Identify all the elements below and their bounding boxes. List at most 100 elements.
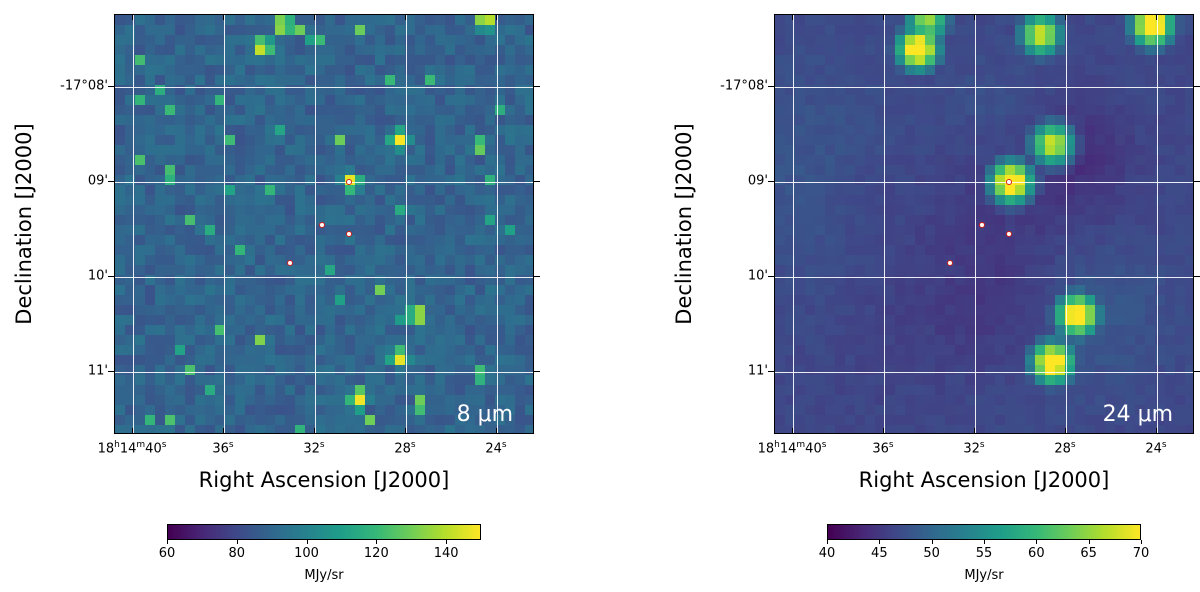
grid-line-dec bbox=[775, 87, 1193, 89]
y-tick-label: 10' bbox=[87, 268, 108, 284]
grid-line-ra bbox=[1066, 15, 1068, 433]
x-tick bbox=[314, 428, 315, 434]
colorbar-tick bbox=[984, 540, 985, 544]
x-tick-label: 32s bbox=[303, 440, 325, 457]
y-tick bbox=[108, 86, 114, 87]
grid-line-ra bbox=[497, 15, 499, 433]
grid-line-dec bbox=[115, 87, 533, 89]
x-tick bbox=[1156, 14, 1157, 20]
grid-line-dec bbox=[775, 372, 1193, 374]
x-axis-label: Right Ascension [J2000] bbox=[198, 468, 450, 492]
colorbar-tick-label: 70 bbox=[1132, 546, 1150, 561]
grid-line-ra bbox=[1157, 15, 1159, 433]
x-tick bbox=[223, 14, 224, 20]
x-tick bbox=[132, 428, 133, 434]
y-tick bbox=[1194, 181, 1200, 182]
y-tick-label: 11' bbox=[87, 363, 108, 379]
x-tick-label: 32s bbox=[963, 440, 985, 457]
y-axis-label: Declination [J2000] bbox=[12, 123, 36, 325]
x-tick bbox=[496, 428, 497, 434]
colorbar-8um bbox=[167, 524, 481, 540]
grid-line-ra bbox=[224, 15, 226, 433]
colorbar-tick bbox=[1036, 540, 1038, 544]
y-tick bbox=[1194, 371, 1200, 372]
colorbar-tick bbox=[827, 540, 828, 544]
grid-line-ra bbox=[133, 15, 135, 433]
grid-line-dec bbox=[115, 277, 533, 279]
colorbar-tick-label: 45 bbox=[871, 546, 888, 561]
image-map-8um: 8 μm bbox=[114, 14, 534, 434]
grid-line-dec bbox=[115, 372, 533, 374]
colorbar-tick-label: 80 bbox=[228, 546, 246, 561]
colorbar-tick bbox=[167, 540, 168, 544]
source-marker bbox=[286, 259, 293, 266]
colorbar-24um bbox=[827, 524, 1141, 540]
x-tick bbox=[314, 14, 315, 20]
x-tick bbox=[792, 14, 793, 20]
y-tick bbox=[534, 276, 540, 277]
colorbar-tick-label: 120 bbox=[363, 546, 389, 561]
grid-line-dec bbox=[775, 277, 1193, 279]
colorbar-tick bbox=[236, 540, 238, 544]
x-tick bbox=[883, 428, 884, 434]
x-tick-label: 24s bbox=[1145, 440, 1167, 457]
y-tick-label: -17°08' bbox=[60, 78, 108, 94]
y-tick-label: -17°08' bbox=[720, 78, 768, 94]
grid-line-ra bbox=[315, 15, 317, 433]
y-tick bbox=[768, 86, 774, 87]
colorbar-label: MJy/sr bbox=[304, 568, 344, 583]
image-map-24um: 24 μm bbox=[774, 14, 1194, 434]
colorbar-tick bbox=[1088, 540, 1090, 544]
wavelength-label: 8 μm bbox=[456, 402, 513, 427]
source-marker bbox=[346, 179, 353, 185]
y-tick bbox=[108, 371, 114, 372]
source-marker bbox=[346, 231, 353, 238]
x-tick-label: 28s bbox=[1054, 440, 1076, 457]
x-tick bbox=[405, 428, 406, 434]
x-tick bbox=[974, 428, 975, 434]
x-tick bbox=[1065, 14, 1066, 20]
colorbar-tick-label: 55 bbox=[975, 546, 993, 561]
y-tick-label: 11' bbox=[747, 363, 768, 379]
y-tick bbox=[534, 181, 540, 182]
source-marker bbox=[1006, 231, 1013, 238]
panel-8um: 8 μm 18h14m40s 36s 32s 28s 24s -17°08' 09' 10' 1… bbox=[12, 14, 540, 583]
grid-line-ra bbox=[884, 15, 886, 433]
y-tick-label: 10' bbox=[747, 268, 768, 284]
y-tick bbox=[1194, 86, 1200, 87]
colorbar-tick bbox=[879, 540, 881, 544]
y-tick bbox=[768, 181, 774, 182]
grid-line-ra bbox=[406, 15, 408, 433]
x-tick-label: 36s bbox=[872, 440, 894, 457]
x-axis-label: Right Ascension [J2000] bbox=[858, 468, 1110, 492]
x-tick bbox=[1065, 428, 1066, 434]
x-tick bbox=[496, 14, 497, 20]
colorbar-tick-label: 50 bbox=[923, 546, 940, 561]
y-tick-label: 09' bbox=[747, 173, 768, 189]
x-tick bbox=[132, 14, 133, 20]
x-tick bbox=[223, 428, 224, 434]
source-marker bbox=[946, 259, 953, 266]
y-tick bbox=[768, 276, 774, 277]
colorbar-tick-label: 40 bbox=[818, 546, 836, 561]
source-marker bbox=[978, 221, 985, 228]
colorbar-tick bbox=[446, 540, 448, 544]
colorbar-tick-label: 65 bbox=[1080, 546, 1097, 561]
x-tick-label: 28s bbox=[394, 440, 416, 457]
y-tick-label: 09' bbox=[87, 173, 108, 189]
source-marker bbox=[1006, 179, 1013, 185]
colorbar-tick bbox=[1141, 540, 1142, 544]
x-tick-label: 18h14m40s bbox=[97, 440, 167, 457]
colorbar-tick-label: 100 bbox=[294, 546, 319, 561]
panel-24um: 24 μm 18h14m40s 36s 32s 28s 24s -17°08' 09' 10'… bbox=[660, 0, 1200, 592]
wavelength-label: 24 μm bbox=[1102, 402, 1173, 427]
colorbar-tick-label: 60 bbox=[1028, 546, 1045, 561]
x-tick bbox=[792, 428, 793, 434]
x-tick-label: 24s bbox=[485, 440, 507, 457]
colorbar-tick bbox=[376, 540, 378, 544]
colorbar-label: MJy/sr bbox=[964, 568, 1004, 583]
x-tick bbox=[405, 14, 406, 20]
y-tick bbox=[1194, 276, 1200, 277]
grid-line-dec bbox=[115, 182, 533, 184]
y-tick bbox=[534, 86, 540, 87]
